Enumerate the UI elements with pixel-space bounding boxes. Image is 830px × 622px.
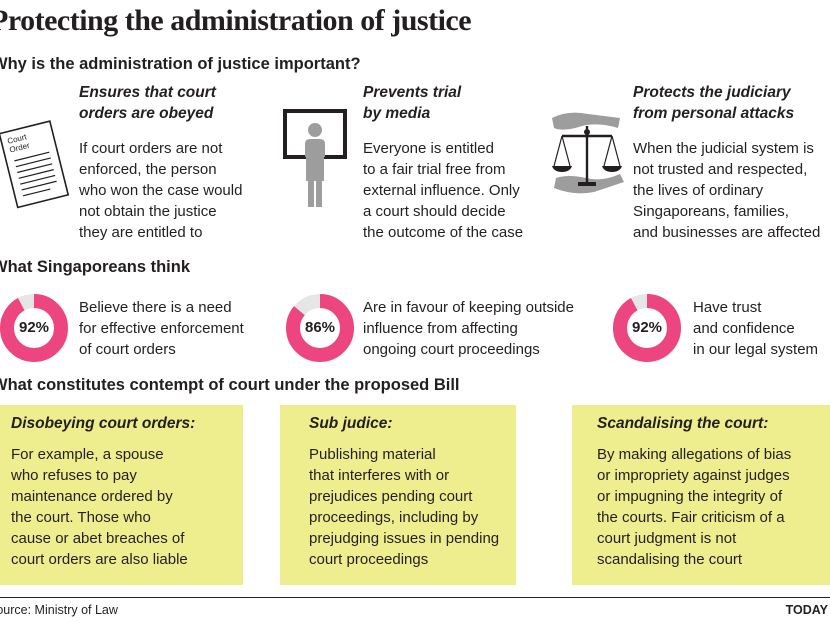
donut-percent-label: 86% <box>304 319 336 336</box>
reason-heading-judiciary: Protects the judiciary from personal atta… <box>633 84 795 122</box>
section-heading-contempt: What constitutes contempt of court under… <box>0 376 460 394</box>
reason-heading-media: Prevents trial by media <box>363 84 462 122</box>
donut-value-arc <box>286 294 354 362</box>
survey-text-influence: Are in favour of keeping outside influenc… <box>363 299 574 358</box>
section-heading-think: What Singaporeans think <box>0 258 191 276</box>
contempt-body: By making allegations of bias or impropri… <box>597 446 792 568</box>
reason-body-orders: If court orders are not enforced, the per… <box>79 140 243 241</box>
court-order-document-icon: Court Order <box>0 120 70 209</box>
reason-heading-orders: Ensures that court orders are obeyed <box>79 84 216 122</box>
brand-logo-text: TODAY <box>785 603 828 617</box>
contempt-box-sub-judice: Sub judice: Publishing material that inte… <box>280 405 516 585</box>
scales-of-justice-hands-icon <box>552 112 624 194</box>
donut-chart-enforcement <box>0 294 68 362</box>
survey-text-enforcement: Believe there is a need for effective enf… <box>79 299 244 358</box>
donut-value-arc <box>613 294 681 362</box>
contempt-body: For example, a spouse who refuses to pay m… <box>11 446 188 568</box>
contempt-body: Publishing material that interferes with … <box>309 446 500 568</box>
reason-body-judiciary: When the judicial system is not trusted a… <box>633 140 821 241</box>
page-title: Protecting the administration of justice <box>0 4 472 37</box>
contempt-heading: Scandalising the court: <box>597 415 769 432</box>
donut-percent-label: 92% <box>18 319 50 336</box>
person-on-tv-icon <box>283 109 347 207</box>
source-credit: Source: Ministry of Law <box>0 603 118 617</box>
reason-body-media: Everyone is entitled to a fair trial free… <box>363 140 524 241</box>
contempt-heading: Sub judice: <box>309 415 393 432</box>
donut-percent-label: 92% <box>631 319 663 336</box>
contempt-box-scandalising: Scandalising the court: By making allega… <box>572 405 830 585</box>
contempt-box-disobeying: Disobeying court orders: For example, a … <box>0 405 243 585</box>
donut-value-arc <box>0 294 68 362</box>
contempt-heading: Disobeying court orders: <box>11 415 196 432</box>
survey-text-trust: Have trust and confidence in our legal sys… <box>693 299 819 358</box>
footer-divider <box>0 597 830 598</box>
section-heading-why: Why is the administration of justice imp… <box>0 55 361 73</box>
donut-chart-influence <box>286 294 354 362</box>
donut-chart-trust <box>613 294 681 362</box>
